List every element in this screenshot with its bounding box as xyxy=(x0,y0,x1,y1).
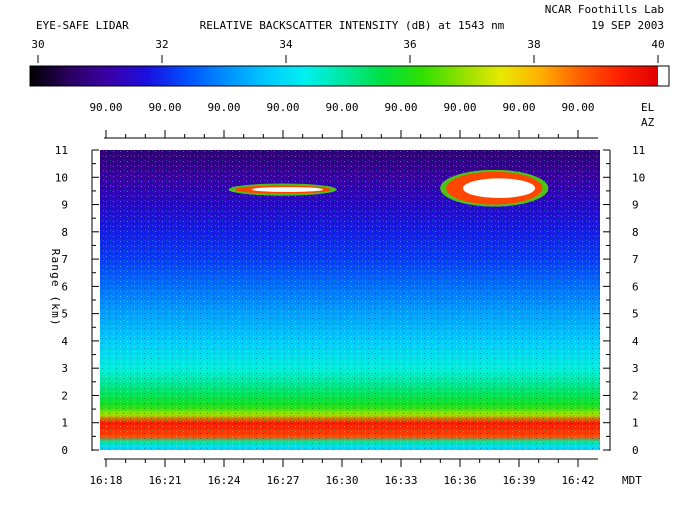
y-tick-label-right: 5 xyxy=(632,308,639,321)
colorbar-tick-label: 32 xyxy=(155,38,168,51)
date-label: 19 SEP 2003 xyxy=(591,19,664,32)
y-title-char: ) xyxy=(49,319,62,326)
y-tick-label: 6 xyxy=(61,280,68,293)
y-tick-label: 8 xyxy=(61,226,68,239)
y-tick-label: 9 xyxy=(61,199,68,212)
y-tick-label-right: 2 xyxy=(632,389,639,402)
y-tick-label-right: 9 xyxy=(632,199,639,212)
y-title-char: ( xyxy=(49,295,62,302)
colorbar-tick-label: 34 xyxy=(279,38,293,51)
az-label: AZ xyxy=(641,116,655,129)
y-axis-left-ticks: 0 1 2 3 4 5 6 7 8 9 10 11 xyxy=(55,144,99,457)
x-axis-unit: MDT xyxy=(622,474,642,487)
colorbar-tick-label: 40 xyxy=(651,38,664,51)
x-tick-label: 16:24 xyxy=(207,474,240,487)
elevation-angle-label: 90.00 xyxy=(325,101,358,114)
y-tick-label-right: 6 xyxy=(632,280,639,293)
colorbar-tick-label: 30 xyxy=(31,38,44,51)
y-tick-label: 7 xyxy=(61,253,68,266)
colorbar-frame xyxy=(29,65,670,87)
y-tick-label: 11 xyxy=(55,144,68,157)
y-tick-label-right: 3 xyxy=(632,362,639,375)
y-axis-right-ticks: 0 1 2 3 4 5 6 7 8 9 10 11 xyxy=(603,144,645,457)
x-tick-label: 16:27 xyxy=(266,474,299,487)
y-title-char: e xyxy=(49,280,62,287)
elevation-angle-label: 90.00 xyxy=(502,101,535,114)
elevation-angle-label: 90.00 xyxy=(266,101,299,114)
y-tick-label: 3 xyxy=(61,362,68,375)
y-tick-label: 4 xyxy=(61,335,68,348)
y-title-char: m xyxy=(49,311,62,318)
x-tick-label: 16:30 xyxy=(325,474,358,487)
elevation-angle-label: 90.00 xyxy=(148,101,181,114)
y-tick-label-right: 7 xyxy=(632,253,639,266)
x-tick-label: 16:39 xyxy=(502,474,535,487)
cloud-peak xyxy=(251,187,324,192)
lab-label: NCAR Foothills Lab xyxy=(545,3,664,16)
x-tick-label: 16:42 xyxy=(561,474,594,487)
y-tick-label-right: 4 xyxy=(632,335,639,348)
colorbar-tick-label: 36 xyxy=(403,38,416,51)
colorbar-tick-label: 38 xyxy=(527,38,540,51)
elevation-angle-label: 90.00 xyxy=(561,101,594,114)
instrument-label: EYE-SAFE LIDAR xyxy=(36,19,129,32)
backscatter-heatmap xyxy=(100,150,600,450)
y-title-char: R xyxy=(49,249,62,256)
x-tick-label: 16:33 xyxy=(384,474,417,487)
y-tick-label-right: 8 xyxy=(632,226,639,239)
y-tick-label: 1 xyxy=(61,417,68,430)
x-tick-label: 16:36 xyxy=(443,474,476,487)
y-tick-label: 10 xyxy=(55,171,68,184)
cloud-peak xyxy=(462,178,536,199)
colorbar xyxy=(30,66,658,86)
el-label: EL xyxy=(641,101,655,114)
y-title-char: n xyxy=(49,264,62,271)
elevation-angle-labels: 90.00 90.00 90.00 90.00 90.00 90.00 90.00 90.00… xyxy=(89,101,594,114)
x-tick-label: 16:18 xyxy=(89,474,122,487)
y-tick-label: 2 xyxy=(61,389,68,402)
y-tick-label: 0 xyxy=(61,444,68,457)
elevation-angle-label: 90.00 xyxy=(207,101,240,114)
y-tick-label: 5 xyxy=(61,308,68,321)
y-title-char: g xyxy=(49,272,62,279)
y-tick-label-right: 11 xyxy=(632,144,645,157)
elevation-angle-label: 90.00 xyxy=(89,101,122,114)
cloud-features xyxy=(228,169,549,207)
elevation-angle-label: 90.00 xyxy=(443,101,476,114)
y-title-char: a xyxy=(49,256,62,263)
elevation-angle-label: 90.00 xyxy=(384,101,417,114)
y-tick-label-right: 1 xyxy=(632,417,639,430)
y-tick-label-right: 10 xyxy=(632,171,645,184)
figure-title: RELATIVE BACKSCATTER INTENSITY (dB) at 1… xyxy=(200,19,505,32)
y-title-char: k xyxy=(49,303,62,310)
x-tick-label: 16:21 xyxy=(148,474,181,487)
y-tick-label-right: 0 xyxy=(632,444,639,457)
x-axis-ticks: 16:18 16:21 16:24 16:27 16:30 16:33 16:36 16:39… xyxy=(89,459,595,487)
colorbar-tick-labels: 30 32 34 36 38 40 xyxy=(31,38,665,63)
angle-axis-ticks xyxy=(105,130,579,138)
colorbar-overflow xyxy=(658,66,669,86)
